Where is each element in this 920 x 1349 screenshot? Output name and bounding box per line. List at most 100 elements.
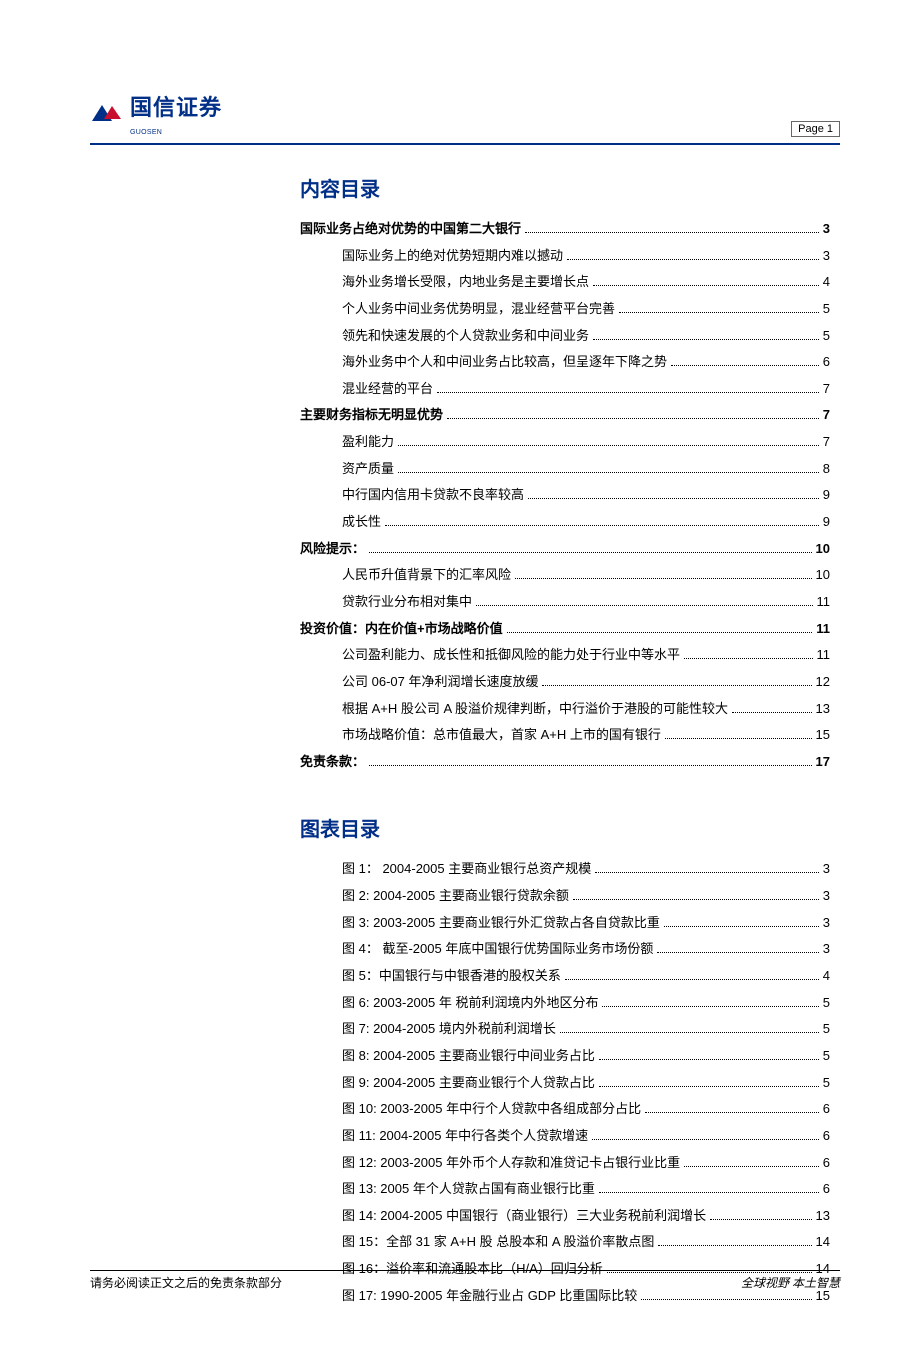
toc-entry: 成长性 9	[342, 509, 830, 536]
figure-entry-label: 图 12: 2003-2005 年外币个人存款和准贷记卡占银行业比重	[342, 1150, 680, 1177]
toc-entry: 海外业务增长受限，内地业务是主要增长点4	[342, 269, 830, 296]
logo-text: 国信证券	[130, 95, 222, 120]
leader-dots	[573, 899, 819, 900]
figure-entry-page: 3	[823, 883, 830, 910]
leader-dots	[385, 525, 819, 526]
leader-dots	[528, 498, 819, 499]
figure-entry-label: 图 8: 2004-2005 主要商业银行中间业务占比	[342, 1043, 595, 1070]
content-area: 内容目录 国际业务占绝对优势的中国第二大银行3国际业务上的绝对优势短期内难以撼动…	[300, 173, 830, 1309]
toc-entry-page: 7	[823, 402, 830, 429]
figure-entry: 图 6: 2003-2005 年 税前利润境内外地区分布5	[342, 990, 830, 1017]
toc-entry-page: 8	[823, 456, 830, 483]
company-logo: 国信证券 GUOSEN	[90, 90, 222, 137]
toc-entry-page: 9	[823, 509, 830, 536]
toc-entry-label: 贷款行业分布相对集中	[342, 589, 472, 616]
leader-dots	[657, 952, 818, 953]
leader-dots	[665, 738, 812, 739]
leader-dots	[658, 1245, 811, 1246]
leader-dots	[525, 232, 819, 233]
toc-entry-label: 主要财务指标无明显优势	[300, 402, 443, 429]
footer-disclaimer: 请务必阅读正文之后的免责条款部分	[90, 1274, 282, 1291]
toc-entry: 盈利能力 7	[342, 429, 830, 456]
toc-entry: 混业经营的平台7	[342, 376, 830, 403]
toc-entry: 贷款行业分布相对集中 11	[342, 589, 830, 616]
figure-entry: 图 13: 2005 年个人贷款占国有商业银行比重6	[342, 1176, 830, 1203]
leader-dots	[599, 1192, 819, 1193]
toc-entry-page: 5	[823, 323, 830, 350]
toc-entry: 国际业务上的绝对优势短期内难以撼动3	[342, 243, 830, 270]
figures-list: 图 1： 2004-2005 主要商业银行总资产规模3图 2: 2004-200…	[342, 856, 830, 1309]
table-of-contents: 国际业务占绝对优势的中国第二大银行3国际业务上的绝对优势短期内难以撼动3海外业务…	[300, 216, 830, 775]
figure-entry: 图 14: 2004-2005 中国银行（商业银行）三大业务税前利润增长13	[342, 1203, 830, 1230]
toc-entry-label: 混业经营的平台	[342, 376, 433, 403]
figure-entry-label: 图 1： 2004-2005 主要商业银行总资产规模	[342, 856, 591, 883]
figure-entry-page: 3	[823, 936, 830, 963]
figure-entry: 图 8: 2004-2005 主要商业银行中间业务占比5	[342, 1043, 830, 1070]
figure-entry-label: 图 9: 2004-2005 主要商业银行个人贷款占比	[342, 1070, 595, 1097]
toc-entry: 免责条款： 17	[300, 749, 830, 776]
toc-entry: 公司 06-07 年净利润增长速度放缓12	[342, 669, 830, 696]
toc-entry-label: 国际业务上的绝对优势短期内难以撼动	[342, 243, 563, 270]
toc-entry-label: 人民币升值背景下的汇率风险	[342, 562, 511, 589]
toc-entry-page: 11	[817, 642, 831, 669]
leader-dots	[595, 872, 819, 873]
figure-entry-label: 图 14: 2004-2005 中国银行（商业银行）三大业务税前利润增长	[342, 1203, 706, 1230]
leader-dots	[599, 1086, 819, 1087]
toc-entry: 公司盈利能力、成长性和抵御风险的能力处于行业中等水平11	[342, 642, 830, 669]
figure-entry-label: 图 11: 2004-2005 年中行各类个人贷款增速	[342, 1123, 588, 1150]
leader-dots	[602, 1006, 818, 1007]
leader-dots	[593, 285, 819, 286]
toc-entry-label: 免责条款：	[300, 749, 365, 776]
figure-entry: 图 9: 2004-2005 主要商业银行个人贷款占比5	[342, 1070, 830, 1097]
logo-icon	[90, 101, 124, 127]
figure-entry: 图 2: 2004-2005 主要商业银行贷款余额 3	[342, 883, 830, 910]
figure-entry-page: 5	[823, 1016, 830, 1043]
figure-entry-page: 6	[823, 1096, 830, 1123]
figure-entry: 图 10: 2003-2005 年中行个人贷款中各组成部分占比 6	[342, 1096, 830, 1123]
figure-entry-page: 4	[823, 963, 830, 990]
toc-entry-label: 成长性	[342, 509, 381, 536]
figure-entry: 图 1： 2004-2005 主要商业银行总资产规模3	[342, 856, 830, 883]
figure-entry-label: 图 2: 2004-2005 主要商业银行贷款余额	[342, 883, 569, 910]
toc-entry-label: 盈利能力	[342, 429, 394, 456]
figure-entry-label: 图 10: 2003-2005 年中行个人贷款中各组成部分占比	[342, 1096, 641, 1123]
toc-entry: 领先和快速发展的个人贷款业务和中间业务 5	[342, 323, 830, 350]
leader-dots	[567, 259, 819, 260]
toc-entry: 国际业务占绝对优势的中国第二大银行3	[300, 216, 830, 243]
figure-entry: 图 4： 截至-2005 年底中国银行优势国际业务市场份额 3	[342, 936, 830, 963]
toc-entry: 市场战略价值：总市值最大，首家 A+H 上市的国有银行15	[342, 722, 830, 749]
toc-entry-page: 11	[816, 616, 830, 643]
leader-dots	[593, 339, 819, 340]
toc-entry-label: 中行国内信用卡贷款不良率较高	[342, 482, 524, 509]
page-footer: 请务必阅读正文之后的免责条款部分 全球视野 本土智慧	[90, 1270, 840, 1291]
leader-dots	[398, 472, 819, 473]
toc-entry-page: 17	[816, 749, 830, 776]
leader-dots	[542, 685, 811, 686]
figure-entry-label: 图 7: 2004-2005 境内外税前利润增长	[342, 1016, 556, 1043]
leader-dots	[664, 926, 819, 927]
page-header: 国信证券 GUOSEN Page 1	[90, 90, 840, 145]
toc-entry-label: 投资价值：内在价值+市场战略价值	[300, 616, 503, 643]
figure-entry: 图 12: 2003-2005 年外币个人存款和准贷记卡占银行业比重6	[342, 1150, 830, 1177]
leader-dots	[619, 312, 819, 313]
figure-entry: 图 3: 2003-2005 主要商业银行外汇贷款占各自贷款比重3	[342, 910, 830, 937]
toc-entry-label: 个人业务中间业务优势明显，混业经营平台完善	[342, 296, 615, 323]
leader-dots	[671, 365, 819, 366]
toc-entry-page: 11	[817, 589, 831, 616]
figure-entry: 图 11: 2004-2005 年中行各类个人贷款增速6	[342, 1123, 830, 1150]
figures-heading: 图表目录	[300, 813, 830, 842]
toc-entry-page: 9	[823, 482, 830, 509]
toc-entry-label: 根据 A+H 股公司 A 股溢价规律判断，中行溢价于港股的可能性较大	[342, 696, 728, 723]
figure-entry-page: 14	[816, 1229, 830, 1256]
toc-entry-label: 国际业务占绝对优势的中国第二大银行	[300, 216, 521, 243]
leader-dots	[515, 578, 812, 579]
leader-dots	[447, 418, 819, 419]
leader-dots	[710, 1219, 811, 1220]
logo-subtext: GUOSEN	[130, 129, 162, 136]
figure-entry-label: 图 3: 2003-2005 主要商业银行外汇贷款占各自贷款比重	[342, 910, 660, 937]
figure-entry-label: 图 15：全部 31 家 A+H 股 总股本和 A 股溢价率散点图	[342, 1229, 654, 1256]
figure-entry-label: 图 4： 截至-2005 年底中国银行优势国际业务市场份额	[342, 936, 653, 963]
toc-entry-page: 6	[823, 349, 830, 376]
toc-entry-label: 领先和快速发展的个人贷款业务和中间业务	[342, 323, 589, 350]
toc-entry-page: 7	[823, 429, 830, 456]
